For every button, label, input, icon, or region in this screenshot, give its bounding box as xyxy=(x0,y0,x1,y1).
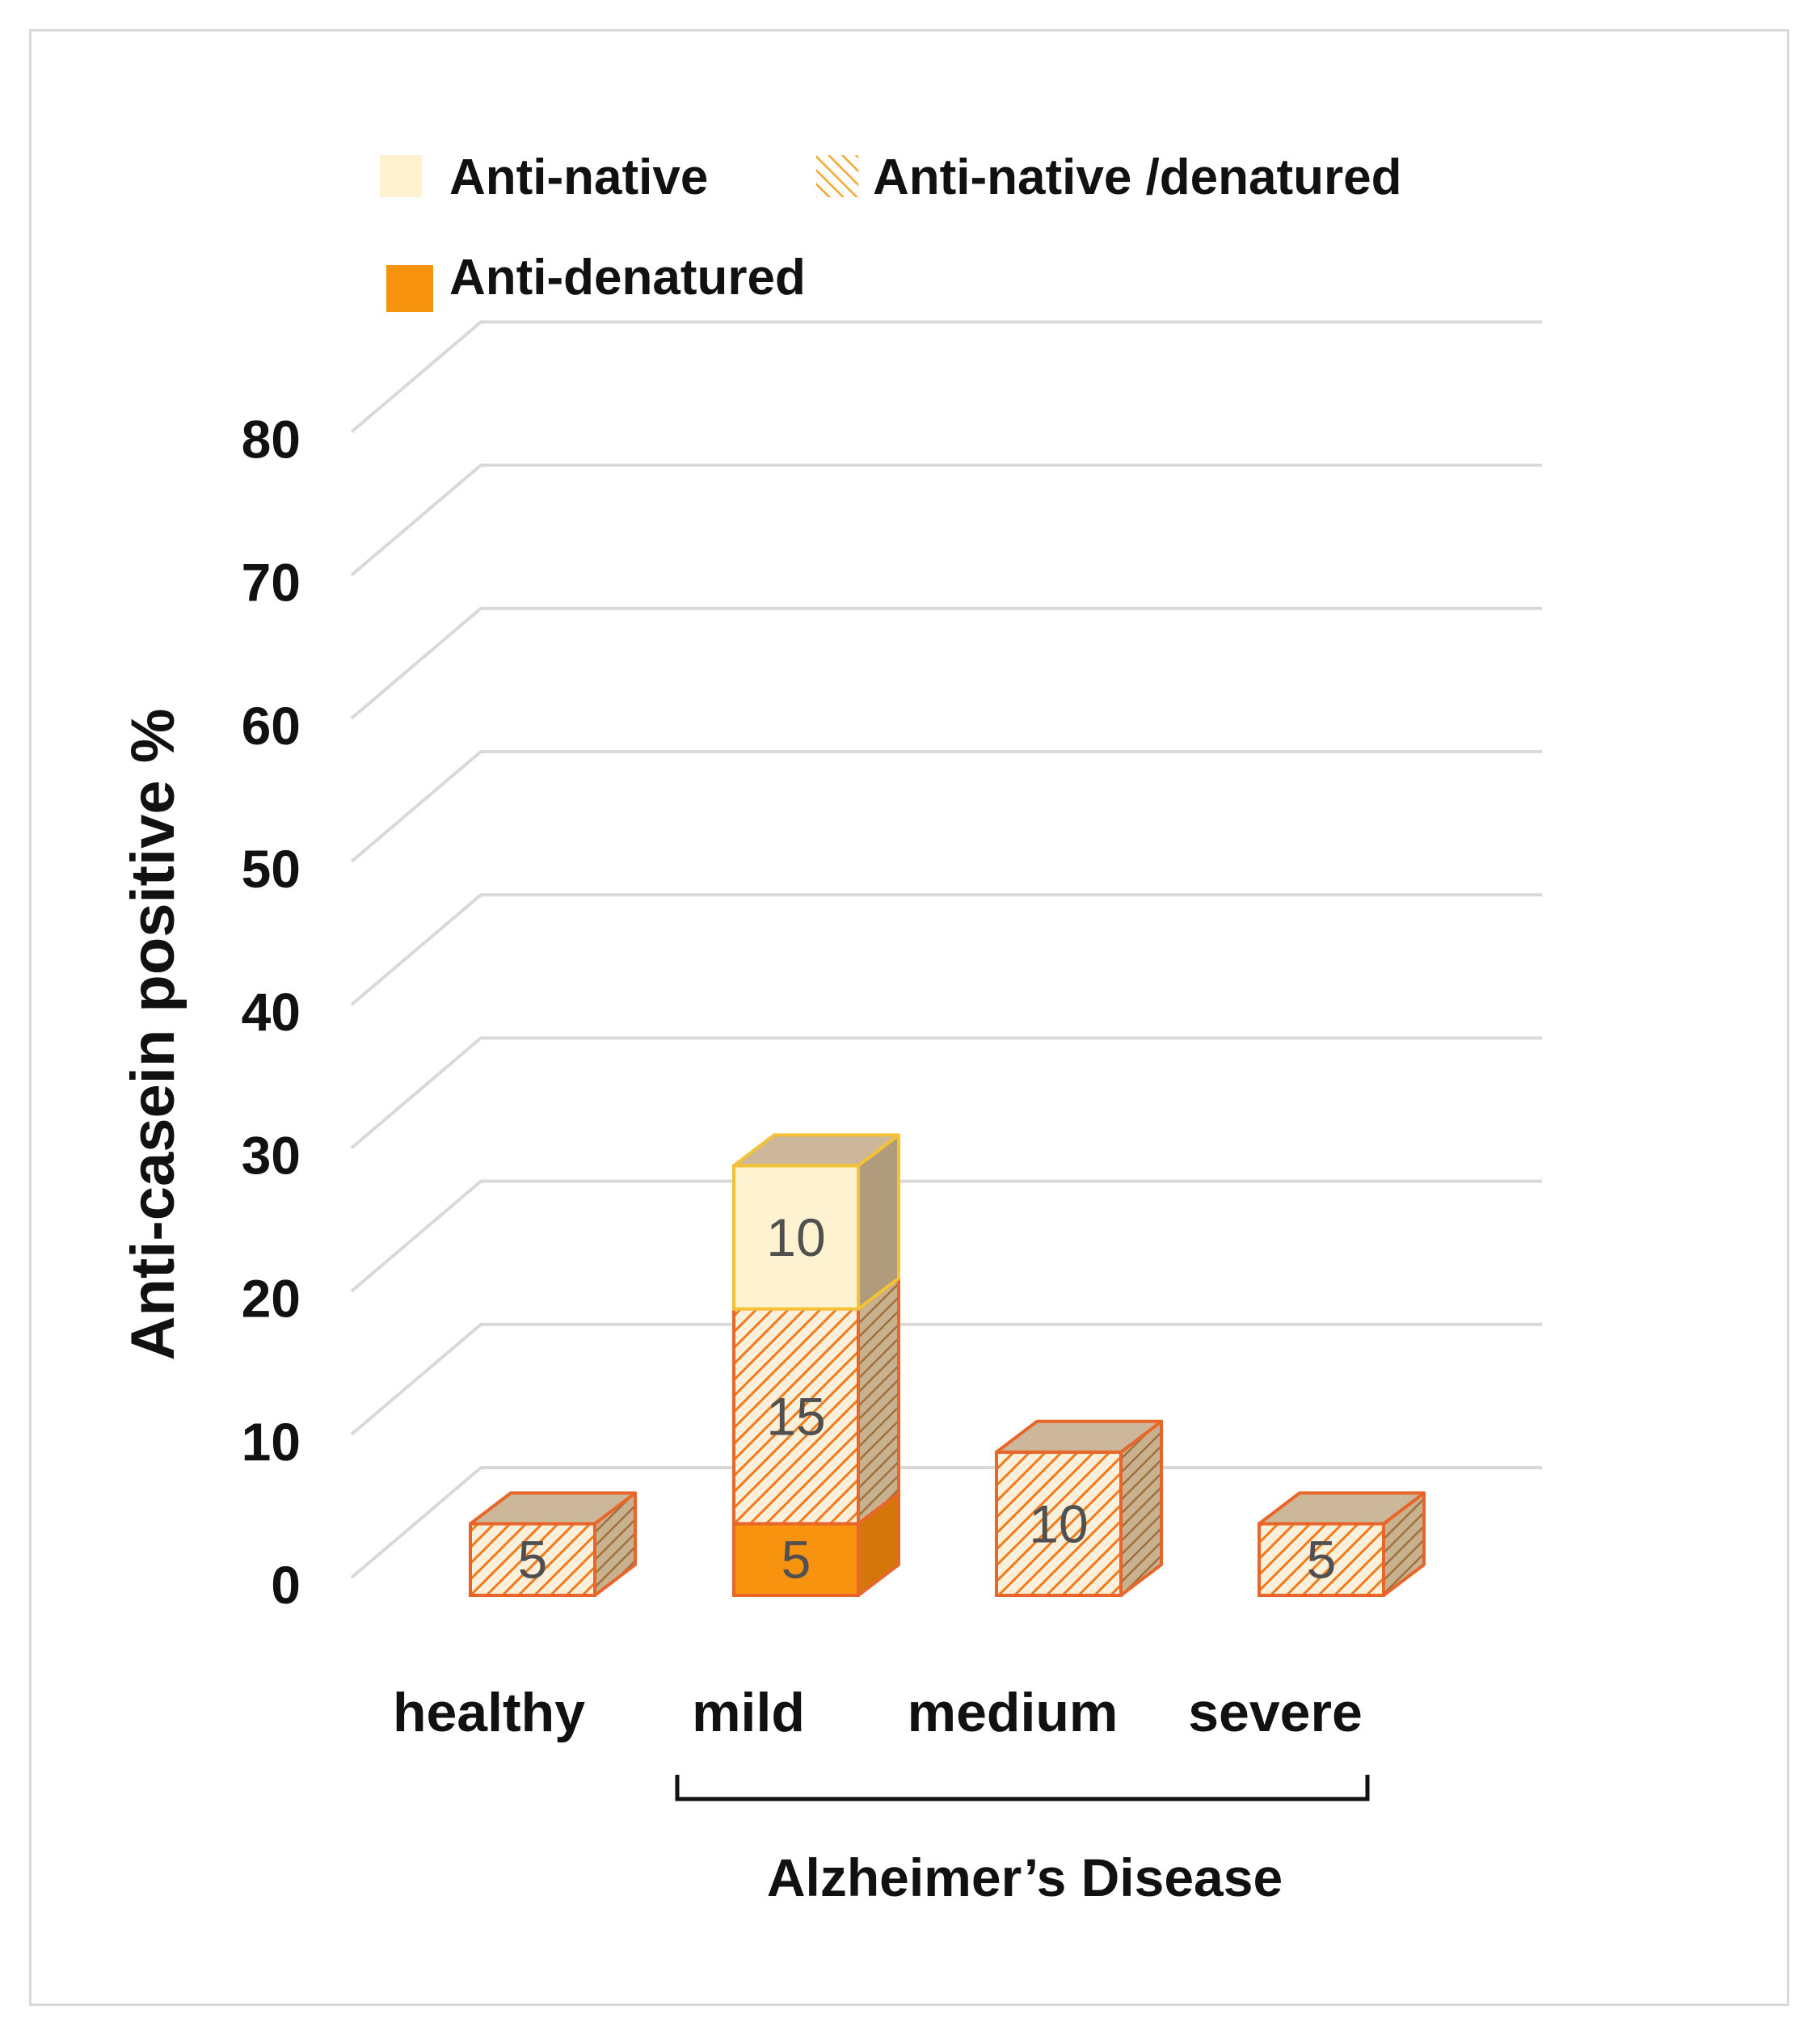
bar-top xyxy=(1258,1491,1426,1526)
y-tick-label: 70 xyxy=(242,553,301,613)
y-axis-label: Anti-casein positive % xyxy=(119,709,187,1361)
group-label: Alzheimer’s Disease xyxy=(767,1848,1283,1907)
gridline xyxy=(350,463,1542,577)
legend-label-anti-denatured: Anti-denatured xyxy=(449,250,806,305)
y-tick-label: 20 xyxy=(242,1269,301,1329)
data-label: 5 xyxy=(518,1530,548,1590)
bar-top xyxy=(732,1133,900,1168)
gridline xyxy=(350,750,1542,863)
x-axis-categories: healthy mild medium severe xyxy=(393,1682,1363,1743)
bar xyxy=(995,1450,1123,1598)
category-label-medium: medium xyxy=(908,1682,1119,1743)
bar xyxy=(469,1522,596,1598)
gridline xyxy=(350,1179,1542,1293)
y-tick-label: 50 xyxy=(242,839,301,899)
legend: Anti-native Anti-native /denatured Anti-… xyxy=(380,150,1402,312)
gridline xyxy=(350,320,1542,433)
gridline xyxy=(350,1036,1542,1149)
category-label-healthy: healthy xyxy=(393,1682,585,1743)
y-tick-label: 80 xyxy=(242,409,301,469)
gridline xyxy=(350,606,1542,720)
legend-label-anti-native: Anti-native xyxy=(449,150,708,205)
y-tick-label: 60 xyxy=(242,696,301,756)
bar xyxy=(732,1164,860,1311)
legend-swatch-anti-native-denatured xyxy=(816,155,858,197)
data-label: 10 xyxy=(1029,1494,1088,1553)
y-axis-ticks: 0 10 20 30 40 50 60 70 80 xyxy=(242,409,301,1615)
data-label: 5 xyxy=(1307,1530,1337,1590)
legend-label-anti-native-denatured: Anti-native /denatured xyxy=(873,150,1402,205)
y-tick-label: 10 xyxy=(242,1412,301,1472)
legend-swatch-anti-native xyxy=(380,155,422,197)
category-label-severe: severe xyxy=(1188,1682,1363,1743)
category-label-mild: mild xyxy=(692,1682,805,1743)
bar-top xyxy=(995,1419,1163,1454)
legend-swatch-anti-denatured xyxy=(386,265,433,312)
data-label: 15 xyxy=(766,1387,825,1447)
y-tick-label: 0 xyxy=(271,1555,301,1615)
bars: 5 5 15 10 10 5 xyxy=(469,1133,1426,1598)
gridline xyxy=(350,1322,1542,1436)
y-tick-label: 30 xyxy=(242,1125,301,1185)
gridline xyxy=(350,893,1542,1006)
figure-frame xyxy=(29,29,1789,2006)
y-tick-label: 40 xyxy=(242,982,301,1042)
gridline xyxy=(350,1466,1542,1579)
group-bracket xyxy=(675,1775,1370,1801)
bar xyxy=(732,1307,860,1526)
bar-top xyxy=(469,1491,637,1526)
data-label: 10 xyxy=(766,1207,825,1267)
data-label: 5 xyxy=(782,1530,811,1590)
gridlines xyxy=(350,320,1542,1579)
bar-side xyxy=(857,1276,900,1526)
